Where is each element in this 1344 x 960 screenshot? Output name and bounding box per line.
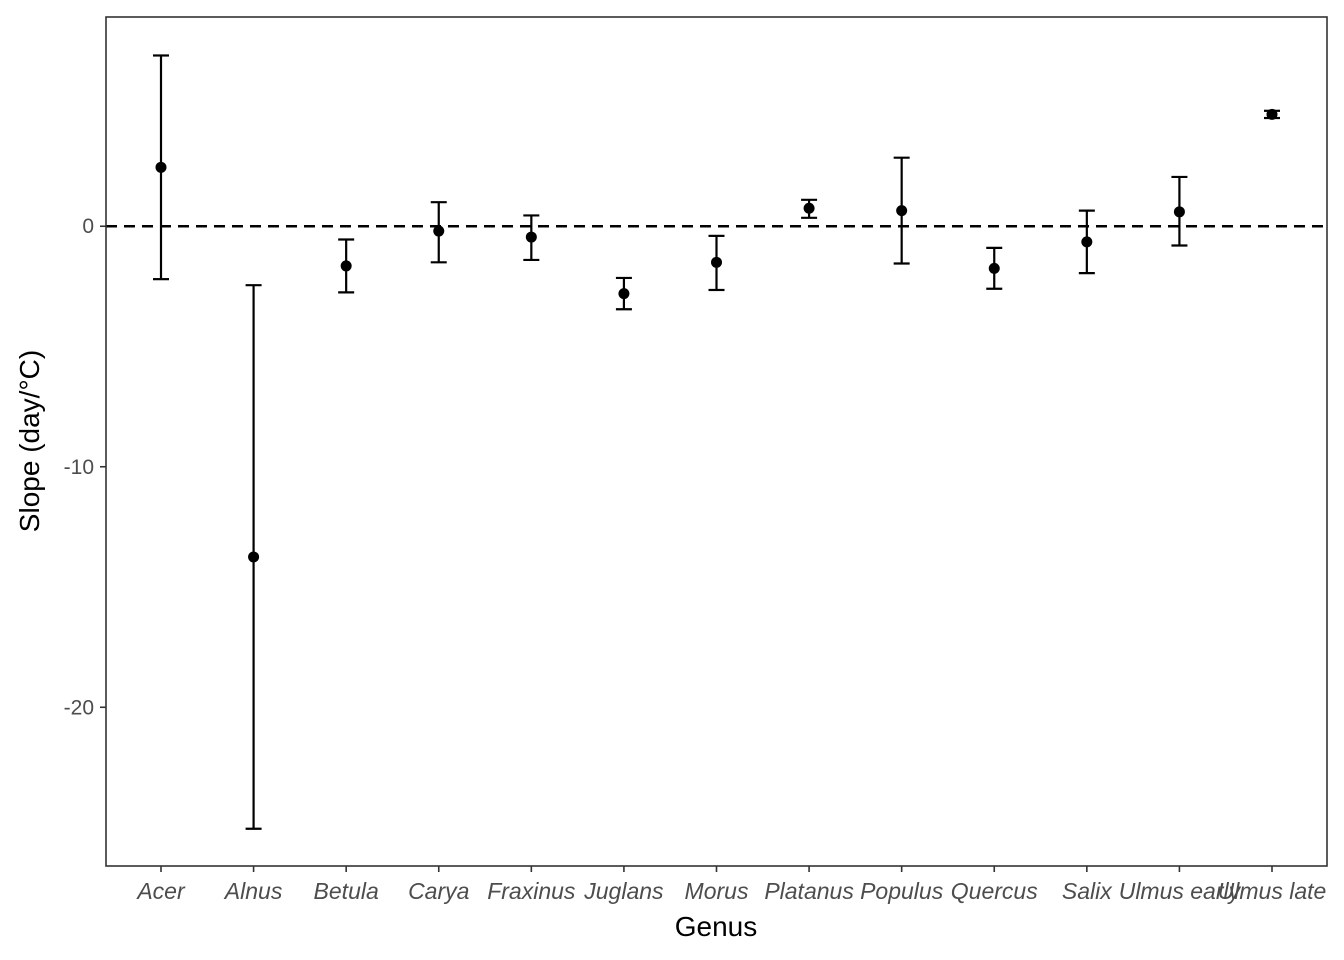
point-salix <box>1081 236 1093 248</box>
x-tick-label: Betula <box>314 878 379 904</box>
x-tick-label: Fraxinus <box>487 878 576 904</box>
point-morus <box>711 256 722 268</box>
axis-layer: 0 -10 -20 Acer Alnus Betula Carya Fraxinus Jugla… <box>64 215 1327 904</box>
x-tick-label: Juglans <box>583 878 664 904</box>
point-betula <box>340 260 352 272</box>
x-tick-label: Ulmus late <box>1218 878 1327 904</box>
point-platanus <box>803 202 815 214</box>
point-carya <box>433 225 445 237</box>
x-tick-label: Alnus <box>223 878 283 904</box>
x-axis-title: Genus <box>675 911 758 942</box>
point-quercus <box>988 262 1000 274</box>
point-populus <box>896 205 908 217</box>
y-tick-label: -20 <box>64 696 94 719</box>
panel-background <box>106 17 1327 866</box>
point-fraxinus <box>525 231 537 243</box>
point-alnus <box>248 551 260 563</box>
x-tick-label: Acer <box>135 878 186 904</box>
x-tick-label: Carya <box>408 878 469 904</box>
x-tick-label: Populus <box>860 878 944 904</box>
x-tick-label: Platanus <box>764 878 854 904</box>
point-acer <box>155 161 167 173</box>
x-tick-label: Quercus <box>951 878 1038 904</box>
point-ulmus-early <box>1173 206 1185 218</box>
y-axis-title: Slope (day/°C) <box>14 350 45 532</box>
y-tick-label: 0 <box>82 215 94 238</box>
x-tick-label: Morus <box>685 878 749 904</box>
x-tick-label: Ulmus early <box>1119 878 1242 904</box>
x-tick-label: Salix <box>1062 878 1113 904</box>
marks-layer <box>106 54 1327 830</box>
y-tick-label: -10 <box>64 456 94 479</box>
point-ulmus-late <box>1266 108 1278 120</box>
point-juglans <box>618 288 630 300</box>
